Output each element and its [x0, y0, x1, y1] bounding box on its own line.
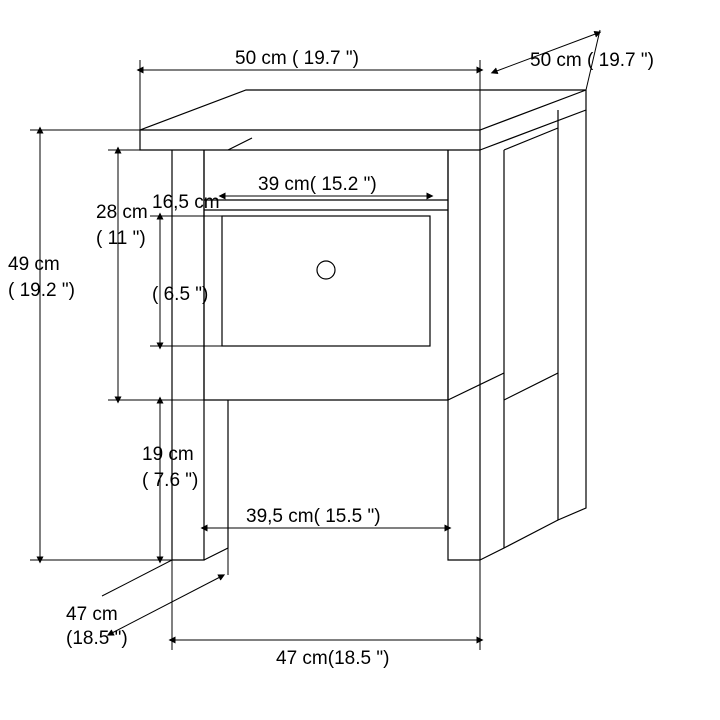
lbl-top-depth-in: ( 19.7 ")	[587, 50, 654, 71]
svg-text:50 cm ( 19.7 "): 50 cm ( 19.7 ")	[530, 50, 654, 71]
lbl-top-width-cm: 50 cm	[235, 48, 287, 69]
dimension-labels: 50 cm ( 19.7 ") 50 cm ( 19.7 ") 49 cm ( …	[8, 48, 654, 669]
svg-text:50 cm ( 19.7 "): 50 cm ( 19.7 ")	[235, 48, 359, 69]
lbl-39-cm: 39 cm	[258, 174, 310, 195]
lbl-395-cm: 39,5 cm	[246, 506, 314, 527]
lbl-39-in: ( 15.2 ")	[310, 174, 377, 195]
lbl-top-width-in: ( 19.7 ")	[292, 48, 359, 69]
svg-text:47 cm(18.5 "): 47 cm(18.5 ")	[276, 648, 389, 669]
svg-text:39 cm( 15.2 "): 39 cm( 15.2 ")	[258, 174, 377, 195]
lbl-165-cm: 16,5 cm	[152, 192, 220, 213]
lbl-bd-in: (18.5 ")	[66, 628, 128, 649]
svg-text:39,5 cm( 15.5 "): 39,5 cm( 15.5 ")	[246, 506, 381, 527]
lbl-19-cm: 19 cm	[142, 444, 194, 465]
lbl-bw-cm: 47 cm	[276, 648, 328, 669]
lbl-bd-cm: 47 cm	[66, 604, 118, 625]
lbl-28-cm: 28 cm	[96, 202, 148, 223]
lbl-bw-in: (18.5 ")	[328, 648, 390, 669]
lbl-395-in: ( 15.5 ")	[314, 506, 381, 527]
lbl-165-in: ( 6.5 ")	[152, 284, 208, 305]
table-outline	[140, 90, 586, 560]
lbl-h-cm: 49 cm	[8, 254, 60, 275]
lbl-top-depth-cm: 50 cm	[530, 50, 582, 71]
lbl-h-in: ( 19.2 ")	[8, 280, 75, 301]
lbl-19-in: ( 7.6 ")	[142, 470, 198, 491]
lbl-28-in: ( 11 ")	[96, 228, 146, 249]
dimension-diagram: 50 cm ( 19.7 ") 50 cm ( 19.7 ") 49 cm ( …	[0, 0, 720, 720]
